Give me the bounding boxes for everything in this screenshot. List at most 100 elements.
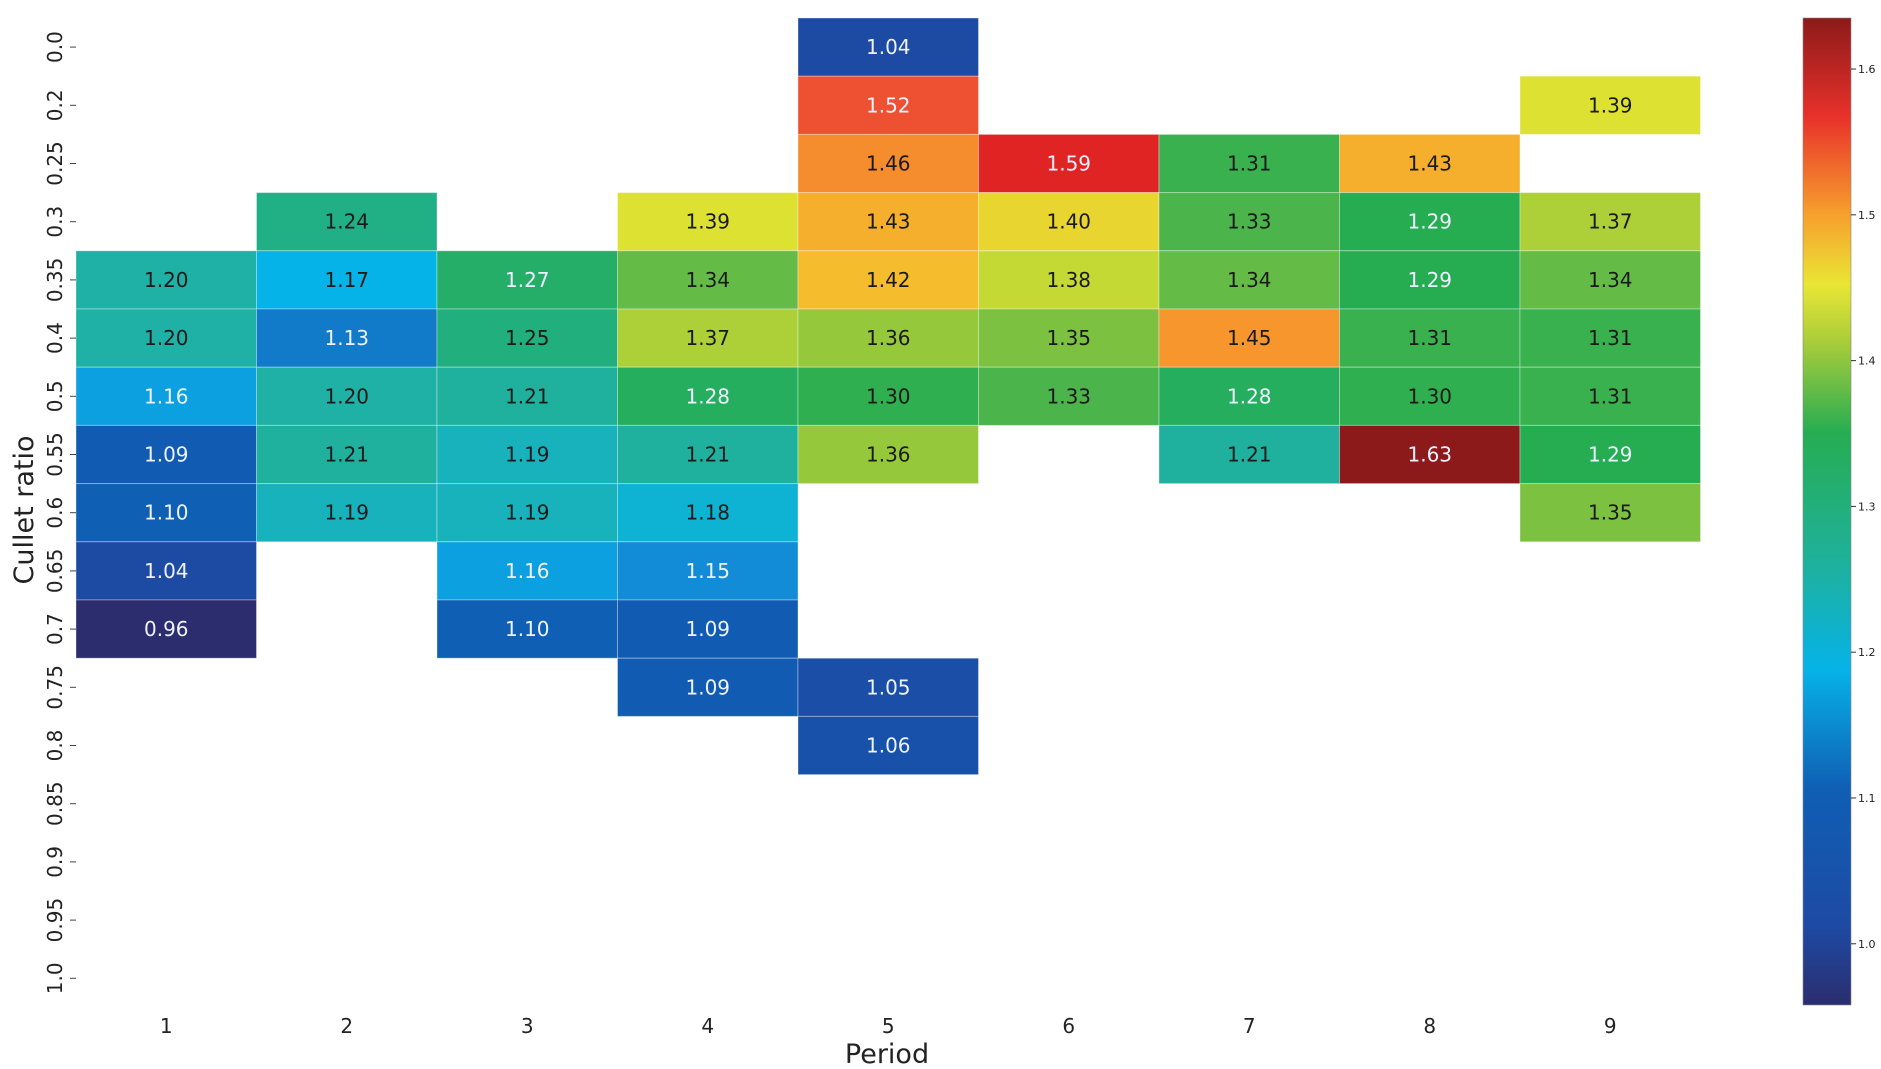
cell-value-label: 1.52 xyxy=(866,93,911,117)
heatmap-cell xyxy=(617,308,799,368)
cell-value-label: 1.63 xyxy=(1407,443,1452,467)
x-tick-label: 2 xyxy=(340,1014,353,1038)
x-tick-label: 8 xyxy=(1423,1014,1436,1038)
cell-value-label: 1.43 xyxy=(866,210,911,234)
cell-value-label: 1.09 xyxy=(685,675,730,699)
cell-value-label: 1.34 xyxy=(1588,268,1633,292)
y-tick-label: 0.65 xyxy=(43,549,67,594)
y-tick-label: 0.9 xyxy=(43,846,67,878)
heatmap-cell xyxy=(797,366,979,426)
heatmap-cell xyxy=(436,599,618,659)
heatmap-cell xyxy=(436,541,618,601)
heatmap-cell xyxy=(617,424,799,485)
colorbar-tick-label: 1.6 xyxy=(1858,63,1876,76)
heatmap-cell xyxy=(797,75,979,135)
y-tick-label: 0.2 xyxy=(43,89,67,121)
x-tick-label: 6 xyxy=(1062,1014,1075,1038)
cell-value-label: 1.35 xyxy=(1588,501,1633,525)
heatmap-cell xyxy=(1519,424,1701,485)
cell-value-label: 1.40 xyxy=(1046,210,1091,234)
colorbar-tick-label: 1.4 xyxy=(1858,355,1876,368)
cell-value-label: 1.34 xyxy=(1227,268,1272,292)
y-tick-label: 0.5 xyxy=(43,380,67,412)
cell-value-label: 1.15 xyxy=(685,559,730,583)
heatmap-cell xyxy=(1339,133,1521,194)
colorbar-gradient xyxy=(1802,17,1852,1006)
heatmap-cell xyxy=(256,250,438,310)
colorbar-tick-label: 1.1 xyxy=(1858,792,1876,805)
y-tick-label: 0.85 xyxy=(43,781,67,826)
heatmap-cell xyxy=(797,192,979,252)
cell-value-label: 1.31 xyxy=(1588,384,1633,408)
cell-value-label: 1.04 xyxy=(866,35,911,59)
cell-value-label: 1.18 xyxy=(685,501,730,525)
heatmap-cell xyxy=(978,250,1160,310)
cell-value-label: 1.04 xyxy=(144,559,189,583)
cell-value-label: 1.20 xyxy=(324,384,369,408)
cell-value-label: 1.31 xyxy=(1588,326,1633,350)
cell-value-label: 0.96 xyxy=(144,617,189,641)
heatmap-cell xyxy=(1519,75,1701,135)
cell-value-label: 1.20 xyxy=(144,268,189,292)
cell-value-label: 1.30 xyxy=(866,384,911,408)
heatmap-cell xyxy=(617,541,799,601)
cell-value-label: 1.35 xyxy=(1046,326,1091,350)
cell-value-label: 1.27 xyxy=(505,268,550,292)
cell-value-label: 1.21 xyxy=(685,443,730,467)
colorbar-tick-label: 1.5 xyxy=(1858,209,1876,222)
cell-value-label: 1.30 xyxy=(1407,384,1452,408)
cell-value-label: 1.16 xyxy=(505,559,550,583)
heatmap-cell xyxy=(1158,366,1340,426)
heatmap-cells: 1.04 1.52 1.39 1.46 1.59 1.31 1.43 1.24 1.39 1.43… xyxy=(75,17,1701,776)
y-axis-title: Cullet ratio xyxy=(9,435,40,584)
heatmap-cell xyxy=(1519,483,1701,543)
cell-value-label: 1.24 xyxy=(324,210,369,234)
cell-value-label: 1.29 xyxy=(1407,268,1452,292)
heatmap-cell xyxy=(75,599,257,659)
x-tick-label: 7 xyxy=(1243,1014,1256,1038)
x-tick-label: 5 xyxy=(882,1014,895,1038)
x-tick-label: 9 xyxy=(1604,1014,1617,1038)
cell-value-label: 1.36 xyxy=(866,326,911,350)
heatmap-cell xyxy=(797,715,979,776)
cell-value-label: 1.21 xyxy=(1227,443,1272,467)
cell-value-label: 1.28 xyxy=(685,384,730,408)
heatmap-cell xyxy=(75,250,257,310)
heatmap-cell xyxy=(436,366,618,426)
colorbar: 1.0 1.1 1.2 1.3 1.4 1.5 1.6 xyxy=(1802,17,1876,1006)
cell-value-label: 1.21 xyxy=(505,384,550,408)
cell-value-label: 1.45 xyxy=(1227,326,1272,350)
heatmap-cell xyxy=(1158,192,1340,252)
y-tick-label: 0.3 xyxy=(43,206,67,238)
x-tick-label: 1 xyxy=(160,1014,173,1038)
heatmap-cell xyxy=(617,366,799,426)
cell-value-label: 1.38 xyxy=(1046,268,1091,292)
heatmap-cell xyxy=(436,250,618,310)
heatmap-cell xyxy=(256,192,438,252)
colorbar-tick-label: 1.0 xyxy=(1858,938,1876,951)
y-tick-label: 0.55 xyxy=(43,432,67,477)
cell-value-label: 1.17 xyxy=(324,268,369,292)
y-tick-label: 0.0 xyxy=(43,31,67,63)
cell-value-label: 1.33 xyxy=(1046,384,1091,408)
cell-value-label: 1.19 xyxy=(324,501,369,525)
y-tick-label: 0.7 xyxy=(43,613,67,645)
heatmap-cell xyxy=(978,308,1160,368)
cell-value-label: 1.09 xyxy=(144,443,189,467)
cell-value-label: 1.34 xyxy=(685,268,730,292)
cell-value-label: 1.59 xyxy=(1046,152,1091,176)
x-axis-title: Period xyxy=(845,1039,929,1069)
cell-value-label: 1.10 xyxy=(144,501,189,525)
cell-value-label: 1.05 xyxy=(866,675,911,699)
heatmap-cell xyxy=(797,133,979,194)
cell-value-label: 1.31 xyxy=(1227,152,1272,176)
x-tick-label: 3 xyxy=(521,1014,534,1038)
y-tick-label: 0.25 xyxy=(43,141,67,186)
cell-value-label: 1.43 xyxy=(1407,152,1452,176)
heatmap-cell xyxy=(75,424,257,485)
y-tick-label: 0.35 xyxy=(43,258,67,303)
cell-value-label: 1.20 xyxy=(144,326,189,350)
heatmap-cell xyxy=(256,308,438,368)
heatmap-cell xyxy=(797,250,979,310)
